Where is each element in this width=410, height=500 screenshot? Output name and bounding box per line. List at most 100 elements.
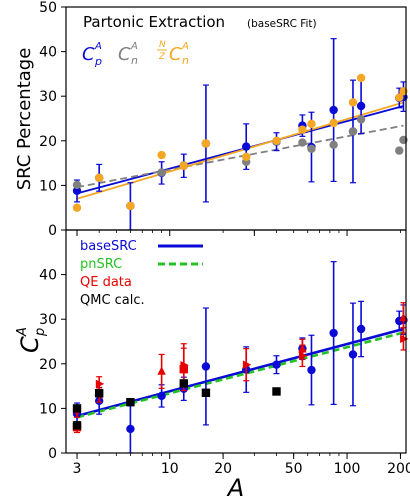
legend-qmc-calc-label: QMC calc. bbox=[80, 293, 145, 308]
top-title: Partonic Extraction bbox=[83, 13, 225, 31]
bottom-data-point-3-5 bbox=[201, 388, 211, 397]
bottom-data-point-0-10 bbox=[329, 328, 338, 338]
bottom-panel: 0 10 20 30 40 3 10 20 50 100 200 C A p A baseSRC p… bbox=[15, 229, 410, 500]
top-data-point-2-13 bbox=[395, 93, 404, 102]
top-subtitle: (baseSRC Fit) bbox=[247, 18, 317, 30]
legend-pnsrc-label: pnSRC bbox=[80, 257, 122, 272]
top-data-point-2-6 bbox=[242, 152, 251, 162]
top-data-point-0-10 bbox=[329, 105, 338, 115]
top-data-point-2-12 bbox=[356, 73, 366, 83]
legend-nz-cn-symbol: C bbox=[169, 44, 182, 65]
top-fit-line-1 bbox=[76, 124, 404, 189]
bottom-x-tick-label: 50 bbox=[285, 461, 303, 477]
top-data-point-2-4 bbox=[179, 161, 188, 170]
top-data-point-2-7 bbox=[272, 136, 281, 145]
bottom-y-tick-label: 40 bbox=[39, 268, 57, 284]
legend-nz-fraction-n: N bbox=[159, 40, 166, 50]
top-y-tick-label: 50 bbox=[39, 0, 57, 16]
bottom-y-axis-label-subscript: p bbox=[33, 328, 48, 337]
bottom-data-point-3-3 bbox=[126, 397, 135, 407]
bottom-data-point-2-6 bbox=[180, 360, 189, 370]
bottom-data-point-2-8 bbox=[299, 351, 308, 360]
legend-cn-subscript: n bbox=[131, 54, 138, 67]
bottom-data-point-0-9 bbox=[307, 365, 316, 375]
bottom-data-point-0-5 bbox=[201, 362, 211, 371]
bottom-y-tick-label: 10 bbox=[39, 401, 57, 417]
bottom-x-axis-label: A bbox=[226, 474, 244, 500]
legend-basesrc-label: baseSRC bbox=[80, 239, 137, 254]
top-data-point-1-13 bbox=[395, 146, 404, 155]
legend-basesrc-entry: baseSRC bbox=[80, 239, 203, 254]
top-data-point-2-2 bbox=[126, 201, 135, 211]
bottom-data-point-0-7 bbox=[272, 360, 281, 369]
top-data-point-1-3 bbox=[157, 168, 166, 177]
bottom-x-tick-label: 3 bbox=[73, 461, 82, 477]
bottom-legend: baseSRC pnSRC QE data QMC calc. bbox=[80, 239, 203, 308]
bottom-data-point-3-2 bbox=[94, 389, 104, 398]
top-data-point-0-12 bbox=[356, 101, 366, 111]
legend-cp-subscript: p bbox=[94, 55, 102, 68]
bottom-data-point-3-1 bbox=[72, 421, 82, 430]
top-data-point-2-11 bbox=[348, 98, 358, 107]
legend-cn-symbol: C bbox=[118, 44, 131, 65]
bottom-data-point-2-3 bbox=[95, 379, 105, 389]
top-data-point-2-10 bbox=[329, 118, 338, 128]
bottom-data-point-2-9 bbox=[298, 344, 307, 353]
legend-cp-symbol: C bbox=[82, 44, 95, 65]
bottom-x-tick-label: 200 bbox=[387, 461, 410, 477]
legend-nz-cn-subscript: n bbox=[182, 54, 189, 67]
legend-nz-fraction-z: Z bbox=[158, 52, 166, 62]
top-data-point-1-8 bbox=[298, 138, 307, 147]
bottom-plot-frame bbox=[65, 229, 407, 454]
top-data-point-2-1 bbox=[94, 173, 104, 183]
bottom-y-axis-label-superscript: A bbox=[15, 327, 30, 337]
bottom-data-point-0-12 bbox=[356, 324, 366, 334]
top-data-point-2-5 bbox=[201, 139, 211, 148]
top-legend: C A p C A n N Z C A n bbox=[82, 40, 189, 68]
top-data-point-1-9 bbox=[307, 144, 316, 154]
top-y-tick-label: 30 bbox=[39, 89, 57, 105]
top-data-point-0-0 bbox=[72, 186, 82, 195]
bottom-data-point-3-0 bbox=[72, 404, 82, 413]
top-data-point-1-0 bbox=[72, 180, 82, 190]
bottom-y-axis-label-symbol: C bbox=[16, 336, 44, 353]
bottom-y-tick-label: 30 bbox=[39, 312, 57, 328]
top-data-point-1-10 bbox=[329, 140, 338, 150]
bottom-y-tick-label: 20 bbox=[39, 357, 57, 373]
bottom-data-point-0-11 bbox=[348, 350, 358, 359]
bottom-data-point-2-7 bbox=[242, 360, 252, 369]
bottom-y-axis-label: C A p bbox=[15, 327, 48, 353]
legend-pnsrc-entry: pnSRC bbox=[80, 257, 203, 272]
top-y-tick-label: 0 bbox=[48, 223, 57, 239]
top-data-point-2-8 bbox=[298, 125, 307, 134]
legend-cn-superscript: A bbox=[130, 41, 138, 52]
legend-cn-entry: C A n bbox=[118, 41, 138, 67]
bottom-data-point-0-3 bbox=[157, 391, 166, 401]
top-data-point-2-3 bbox=[157, 150, 166, 160]
bottom-y-tick-label: 0 bbox=[48, 446, 57, 462]
top-data-point-2-0 bbox=[72, 203, 82, 212]
legend-nz-cn-entry: N Z C A n bbox=[157, 40, 189, 67]
bottom-data-point-3-6 bbox=[272, 387, 281, 396]
bottom-data-point-3-4 bbox=[179, 379, 188, 388]
top-y-tick-label: 40 bbox=[39, 45, 57, 61]
top-data-point-1-12 bbox=[356, 115, 366, 124]
legend-qe-data-label: QE data bbox=[80, 275, 132, 290]
top-data-point-1-11 bbox=[348, 127, 358, 136]
bottom-data-point-0-2 bbox=[126, 424, 135, 434]
bottom-x-tick-label: 10 bbox=[161, 461, 179, 477]
bottom-fit-line-0 bbox=[76, 327, 404, 418]
bottom-x-tick-label: 100 bbox=[334, 461, 361, 477]
top-y-tick-label: 10 bbox=[39, 178, 57, 194]
top-fit-line-2 bbox=[76, 101, 404, 200]
top-data-point-0-6 bbox=[242, 142, 251, 151]
legend-cp-superscript: A bbox=[94, 41, 102, 52]
top-data-point-2-9 bbox=[307, 119, 316, 129]
top-panel: 0 10 20 30 40 50 Partonic Extraction (baseSRC… bbox=[14, 0, 408, 239]
bottom-x-tick-label: 20 bbox=[214, 461, 232, 477]
bottom-data-point-2-4 bbox=[157, 366, 166, 375]
top-y-tick-label: 20 bbox=[39, 134, 57, 150]
bottom-fit-line-1 bbox=[76, 331, 404, 419]
top-y-axis-label: SRC Percentage bbox=[14, 48, 35, 191]
